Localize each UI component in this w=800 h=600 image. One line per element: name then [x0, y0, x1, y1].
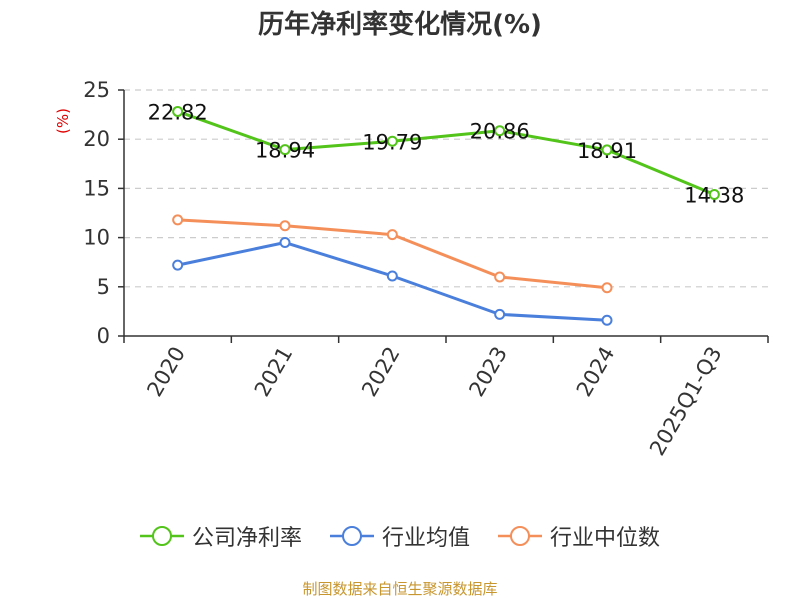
legend-label-industry-median: 行业中位数: [550, 526, 661, 551]
x-tick-label: 2023: [464, 342, 512, 400]
data-point: [279, 144, 291, 156]
x-tick-label: 2025Q1-Q3: [645, 343, 727, 460]
legend-item-industry-average[interactable]: 行业均值: [329, 520, 470, 552]
y-tick-label: 15: [83, 176, 110, 200]
y-tick-label: 25: [83, 78, 110, 102]
data-point: [386, 270, 398, 282]
data-label: 20.86: [470, 120, 530, 144]
data-point: [601, 144, 613, 156]
x-tick-label: 2021: [250, 343, 298, 401]
data-point: [172, 105, 184, 117]
data-point: [172, 214, 184, 226]
chart-title: 历年净利率变化情况(%): [258, 10, 542, 40]
data-source-note: 制图数据来自恒生聚源数据库: [302, 580, 498, 598]
x-tick-label: 2022: [357, 343, 405, 401]
data-label: 14.38: [684, 184, 744, 208]
legend-item-company[interactable]: 公司净利率: [139, 520, 302, 552]
data-point: [279, 237, 291, 249]
data-point: [494, 271, 506, 283]
legend-label-industry-average: 行业均值: [381, 526, 470, 551]
data-label: 19.79: [362, 130, 422, 154]
data-point: [494, 308, 506, 320]
data-label: 18.91: [577, 139, 637, 163]
x-tick-label: 2024: [572, 343, 620, 401]
y-tick-label: 20: [83, 127, 110, 151]
data-point: [601, 314, 613, 326]
data-point: [279, 220, 291, 232]
data-point: [601, 282, 613, 294]
legend-swatch-company: [139, 526, 184, 546]
data-point: [386, 229, 398, 241]
data-label: 22.82: [148, 100, 208, 124]
x-tick-label: 2020: [142, 343, 190, 401]
y-tick-label: 10: [83, 226, 110, 250]
legend-swatch-industry-average: [329, 526, 374, 546]
line-chart: 0 5 10 15 20 25 2020 2021 2022 2023 2024 2025Q1-Q3 2…: [83, 78, 769, 460]
data-point: [386, 135, 398, 147]
legend-label-company: 公司净利率: [191, 526, 302, 551]
chart-legend: 公司净利率 行业均值 行业中位数: [0, 520, 800, 552]
data-point: [494, 125, 506, 137]
data-point: [708, 189, 720, 201]
y-tick-label: 0: [97, 324, 110, 348]
data-label: 18.94: [255, 139, 315, 163]
data-point: [172, 259, 184, 271]
series-line-0: [177, 110, 715, 196]
legend-swatch-industry-median: [498, 526, 542, 546]
legend-item-industry-median[interactable]: 行业中位数: [498, 520, 660, 552]
y-tick-label: 5: [97, 275, 110, 299]
